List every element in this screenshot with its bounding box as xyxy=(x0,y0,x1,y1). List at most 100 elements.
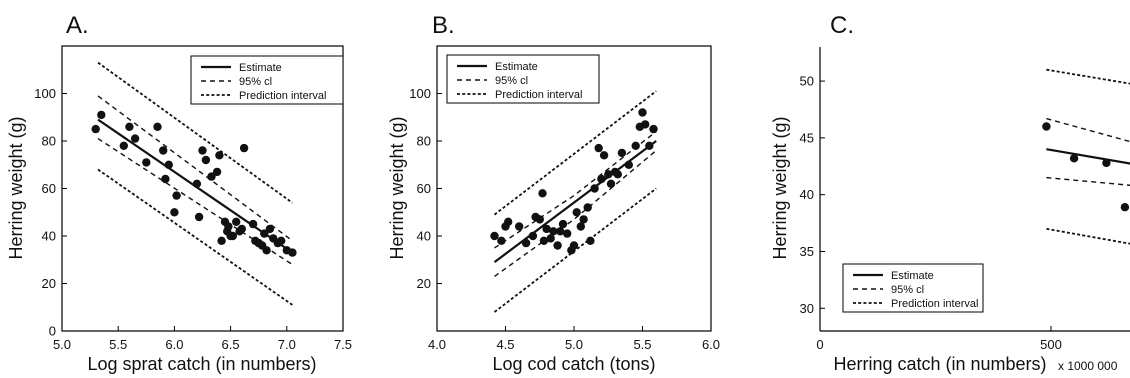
prediction-interval-upper-line xyxy=(493,90,657,216)
data-point xyxy=(542,224,551,234)
data-point xyxy=(528,231,538,241)
panel-c-ticks: 0500100015003035404550 xyxy=(800,74,1062,352)
data-point xyxy=(645,141,654,150)
data-point xyxy=(228,231,237,241)
data-point xyxy=(569,241,579,250)
confidence-interval-lower-line xyxy=(1046,176,1130,186)
panel-a-legend: Estimate 95% cl Prediction interval xyxy=(190,55,344,105)
y-tick-label: 20 xyxy=(42,276,56,291)
confidence-interval-upper-line xyxy=(494,130,657,249)
panel-a-ticks: 5.0 5.5 6.0 6.5 7.0 7.5 0 20 40 60 80 100 xyxy=(34,86,352,352)
data-point xyxy=(239,143,249,153)
data-point xyxy=(159,146,168,155)
data-point xyxy=(549,227,558,236)
legend-label: Prediction interval xyxy=(495,89,582,101)
data-point xyxy=(649,124,658,134)
x-tick-label: 500 xyxy=(1040,337,1062,352)
data-point xyxy=(563,229,572,238)
legend-label: Prediction interval xyxy=(239,90,326,102)
y-tick-label: 40 xyxy=(800,187,814,202)
data-point xyxy=(288,248,297,257)
data-point xyxy=(579,215,588,224)
y-tick-label: 0 xyxy=(49,324,56,339)
data-point xyxy=(606,179,616,188)
data-point xyxy=(235,227,244,236)
data-point xyxy=(170,208,179,217)
data-point xyxy=(262,246,271,255)
data-point xyxy=(232,217,241,226)
y-tick-label: 35 xyxy=(800,244,814,259)
x-tick-label: 6.5 xyxy=(222,337,240,352)
data-point xyxy=(583,203,592,212)
data-point xyxy=(590,184,599,193)
x-tick-label: 4.5 xyxy=(496,337,514,352)
y-tick-label: 40 xyxy=(417,229,431,244)
y-tick-label: 50 xyxy=(800,74,814,89)
data-point xyxy=(515,222,524,231)
data-point xyxy=(212,167,222,177)
data-point xyxy=(142,158,151,167)
data-point xyxy=(97,110,106,120)
y-tick-label: 40 xyxy=(42,229,56,244)
data-point xyxy=(1042,122,1051,131)
panel-a-series xyxy=(91,61,297,306)
panel-c-series xyxy=(1042,68,1130,245)
data-point xyxy=(638,108,647,117)
y-tick-label: 80 xyxy=(42,134,56,149)
data-point xyxy=(553,241,562,250)
panel-b: B. 4.0 4.5 5.0 5.5 6.0 20 40 60 80 100 Estimate 95… xyxy=(387,12,720,374)
panel-b-label: B. xyxy=(432,12,455,39)
estimate-line xyxy=(1046,148,1130,165)
x-tick-label: 7.5 xyxy=(334,337,352,352)
y-tick-label: 20 xyxy=(417,276,431,291)
data-point xyxy=(594,143,603,153)
y-tick-label: 80 xyxy=(417,134,431,149)
panel-b-x-axis-label: Log cod catch (tons) xyxy=(492,354,655,374)
panel-b-y-axis-label: Herring weight (g) xyxy=(387,116,407,259)
data-point xyxy=(556,227,565,236)
x-tick-label: 0 xyxy=(816,337,823,352)
data-point xyxy=(217,236,226,245)
prediction-interval-upper-line xyxy=(97,61,293,204)
data-point xyxy=(535,215,544,224)
data-point xyxy=(490,231,499,241)
data-point xyxy=(1069,154,1079,163)
x-tick-label: 6.0 xyxy=(702,337,720,352)
x-tick-label: 5.5 xyxy=(109,337,127,352)
legend-label: Estimate xyxy=(495,61,538,73)
panel-b-legend: Estimate 95% cl Prediction interval xyxy=(446,54,600,104)
data-point xyxy=(539,236,549,245)
data-point xyxy=(130,134,140,143)
panel-c-x-axis-label: Herring catch (in numbers) xyxy=(833,354,1046,374)
x-tick-label: 5.0 xyxy=(53,337,71,352)
data-point xyxy=(641,120,650,129)
data-point xyxy=(521,238,531,248)
legend-box xyxy=(446,54,600,104)
data-point xyxy=(586,236,595,245)
data-point xyxy=(604,170,613,179)
data-point xyxy=(277,236,286,245)
data-point xyxy=(1120,203,1130,212)
data-point xyxy=(224,222,233,231)
legend-label: Estimate xyxy=(891,270,934,282)
data-point xyxy=(265,224,275,234)
x-tick-label: 5.0 xyxy=(565,337,583,352)
data-point xyxy=(631,141,640,150)
data-point xyxy=(613,170,622,179)
data-point xyxy=(207,172,216,181)
data-point xyxy=(201,155,211,165)
legend-label: 95% cl xyxy=(495,75,528,87)
data-point xyxy=(576,222,585,231)
legend-label: 95% cl xyxy=(891,284,924,296)
data-point xyxy=(194,212,204,222)
data-point xyxy=(172,191,181,200)
data-point xyxy=(192,179,202,188)
data-point xyxy=(153,122,162,131)
data-point xyxy=(198,146,207,155)
data-point xyxy=(599,151,609,160)
data-point xyxy=(504,217,513,226)
data-point xyxy=(248,219,258,229)
y-tick-label: 30 xyxy=(800,301,814,316)
legend-label: Estimate xyxy=(239,62,282,74)
